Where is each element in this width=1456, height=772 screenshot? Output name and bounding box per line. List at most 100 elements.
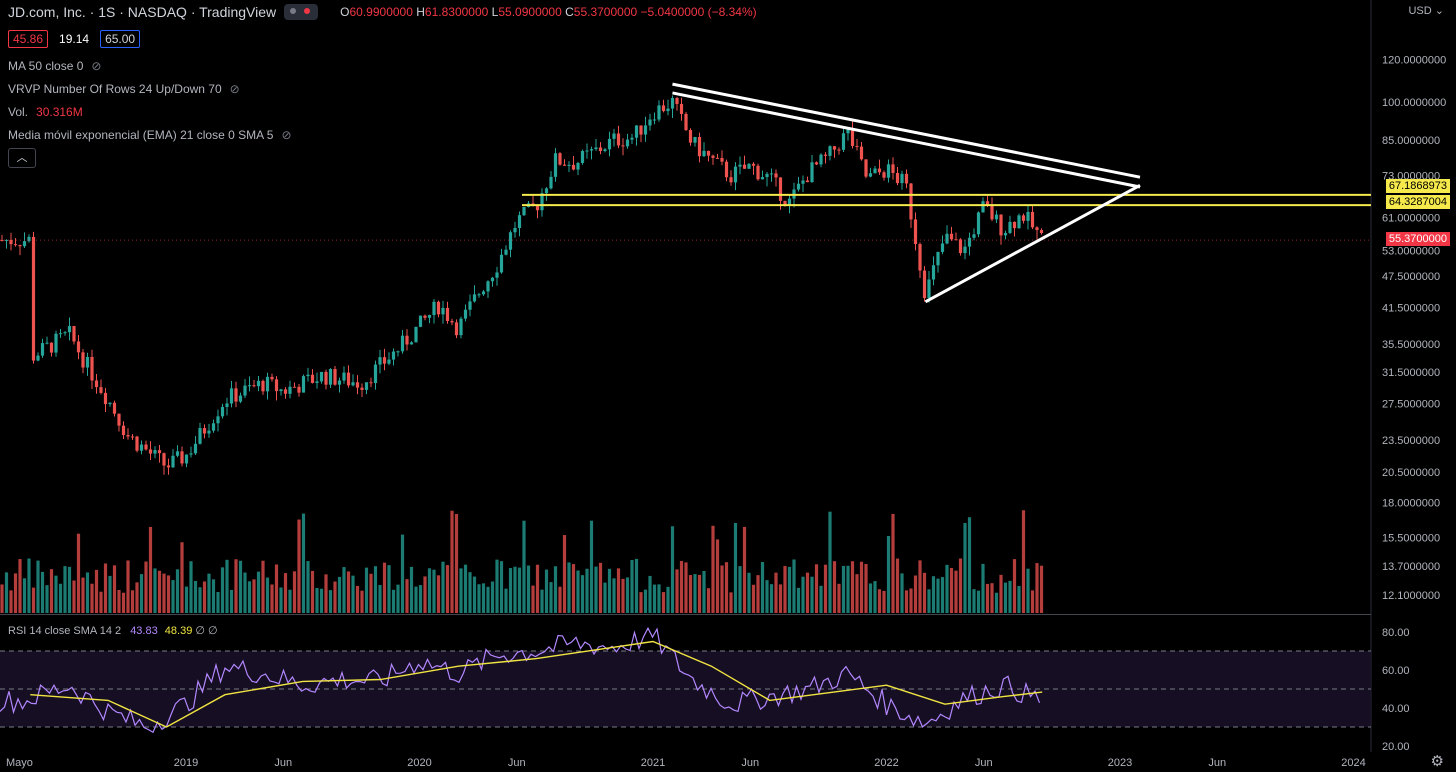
volume-bar xyxy=(162,573,166,613)
candle-body xyxy=(693,136,697,143)
currency-selector[interactable]: USD ⌄ xyxy=(1408,5,1444,17)
volume-bar xyxy=(616,568,621,613)
candle-body xyxy=(976,212,981,235)
symbol-title[interactable]: JD.com, Inc. · 1S · NASDAQ · TradingView xyxy=(8,4,277,20)
candle-body xyxy=(31,236,36,361)
volume-bar xyxy=(841,565,846,613)
price-axis-label: 18.0000000 xyxy=(1382,497,1440,509)
price-axis-label: 100.0000000 xyxy=(1382,97,1446,109)
chevron-down-icon: ⌄ xyxy=(1434,5,1444,17)
volume-bar xyxy=(63,566,67,613)
sell-price-box[interactable]: 45.86 xyxy=(8,30,49,48)
volume-bar xyxy=(558,586,562,613)
price-axis-label: 61.0000000 xyxy=(1382,212,1440,224)
candle-body xyxy=(94,380,99,388)
horizontal-levels[interactable] xyxy=(0,193,1371,241)
candle-body xyxy=(234,388,238,402)
volume-bar xyxy=(355,585,360,613)
volume-bar xyxy=(954,570,958,613)
volume-bar xyxy=(531,585,535,613)
eye-hidden-icon[interactable]: ⊘ xyxy=(281,128,292,142)
legend-ma[interactable]: MA 50 close 0 ⊘ xyxy=(8,59,102,73)
candle-body xyxy=(423,315,427,318)
volume-bars xyxy=(0,510,1044,613)
volume-bar xyxy=(850,561,855,613)
candle-body xyxy=(202,428,207,434)
volume-bar xyxy=(805,572,810,613)
volume-bar xyxy=(270,584,274,613)
volume-bar xyxy=(445,565,450,613)
candle-body xyxy=(175,451,180,456)
candle-body xyxy=(427,315,432,318)
candle-body xyxy=(972,234,976,238)
candle-body xyxy=(9,239,13,245)
volume-bar xyxy=(468,572,472,613)
candle-body xyxy=(472,294,477,302)
price-axis-label: 35.5000000 xyxy=(1382,339,1440,351)
candle-body xyxy=(832,146,837,150)
price-axis[interactable]: 120.0000000100.000000085.000000073.00000… xyxy=(1382,55,1446,603)
volume-bar xyxy=(706,588,711,613)
candle-body xyxy=(868,173,873,177)
candle-body xyxy=(904,173,909,184)
collapse-legend-button[interactable]: ︿ xyxy=(8,148,36,168)
volume-bar xyxy=(67,566,72,613)
candle-body xyxy=(1030,211,1035,228)
candle-body xyxy=(711,155,715,158)
candle-body xyxy=(373,364,378,383)
volume-bar xyxy=(22,578,27,613)
legend-volume[interactable]: Vol. 30.316M xyxy=(8,105,83,119)
candle-body xyxy=(18,245,22,247)
volume-bar xyxy=(828,511,832,613)
candle-body xyxy=(0,240,4,242)
candle-body xyxy=(877,168,882,173)
candle-body xyxy=(45,342,49,344)
volume-bar xyxy=(814,564,819,613)
buy-price-box[interactable]: 65.00 xyxy=(100,30,141,48)
volume-bar xyxy=(873,581,877,613)
symbol-status-toggle[interactable] xyxy=(284,4,319,20)
trendlines[interactable] xyxy=(672,82,1141,304)
eye-hidden-icon[interactable]: ⊘ xyxy=(229,82,240,96)
candle-body xyxy=(945,233,949,244)
candle-body xyxy=(495,272,499,278)
volume-bar xyxy=(405,579,409,613)
candle-body xyxy=(886,164,891,178)
eye-hidden-icon[interactable]: ⊘ xyxy=(91,59,102,73)
time-axis[interactable]: Mayo 2019 Jun 2020 Jun 2021 Jun 2022 Jun 2023 Jun 2… xyxy=(6,757,1366,769)
candle-body xyxy=(283,389,288,394)
candle-body xyxy=(72,326,76,342)
legend-vrvp[interactable]: VRVP Number Of Rows 24 Up/Down 70 ⊘ xyxy=(8,82,240,96)
rsi-legend[interactable]: RSI 14 close SMA 14 2 43.83 48.39 ∅ ∅ xyxy=(8,625,218,637)
volume-bar xyxy=(472,576,477,613)
candle-body xyxy=(697,136,702,157)
volume-bar xyxy=(1039,565,1044,613)
volume-bar xyxy=(927,589,931,613)
volume-bar xyxy=(477,584,481,613)
candle-body xyxy=(54,333,58,353)
volume-bar xyxy=(423,576,427,613)
candle-body xyxy=(261,380,265,392)
candle-body xyxy=(724,161,729,178)
volume-bar xyxy=(171,580,175,613)
candle-body xyxy=(4,239,9,241)
volume-bar xyxy=(283,573,288,613)
volume-bar xyxy=(58,583,63,613)
candle-body xyxy=(661,105,666,112)
candle-body xyxy=(612,133,616,139)
volume-bar xyxy=(711,525,715,613)
volume-bar xyxy=(985,583,990,613)
volume-bar xyxy=(792,559,796,613)
volume-bar xyxy=(670,526,675,613)
legend-ema[interactable]: Media móvil exponencial (EMA) 21 close 0… xyxy=(8,128,292,142)
candle-body xyxy=(634,125,639,138)
candle-body xyxy=(571,164,576,170)
candle-body xyxy=(328,369,333,385)
settings-gear-icon[interactable]: ⚙ xyxy=(1430,753,1444,770)
volume-bar xyxy=(198,587,202,613)
candle-body xyxy=(49,342,54,353)
volume-bar xyxy=(900,573,904,613)
candle-body xyxy=(117,413,121,426)
candle-body xyxy=(679,103,684,114)
